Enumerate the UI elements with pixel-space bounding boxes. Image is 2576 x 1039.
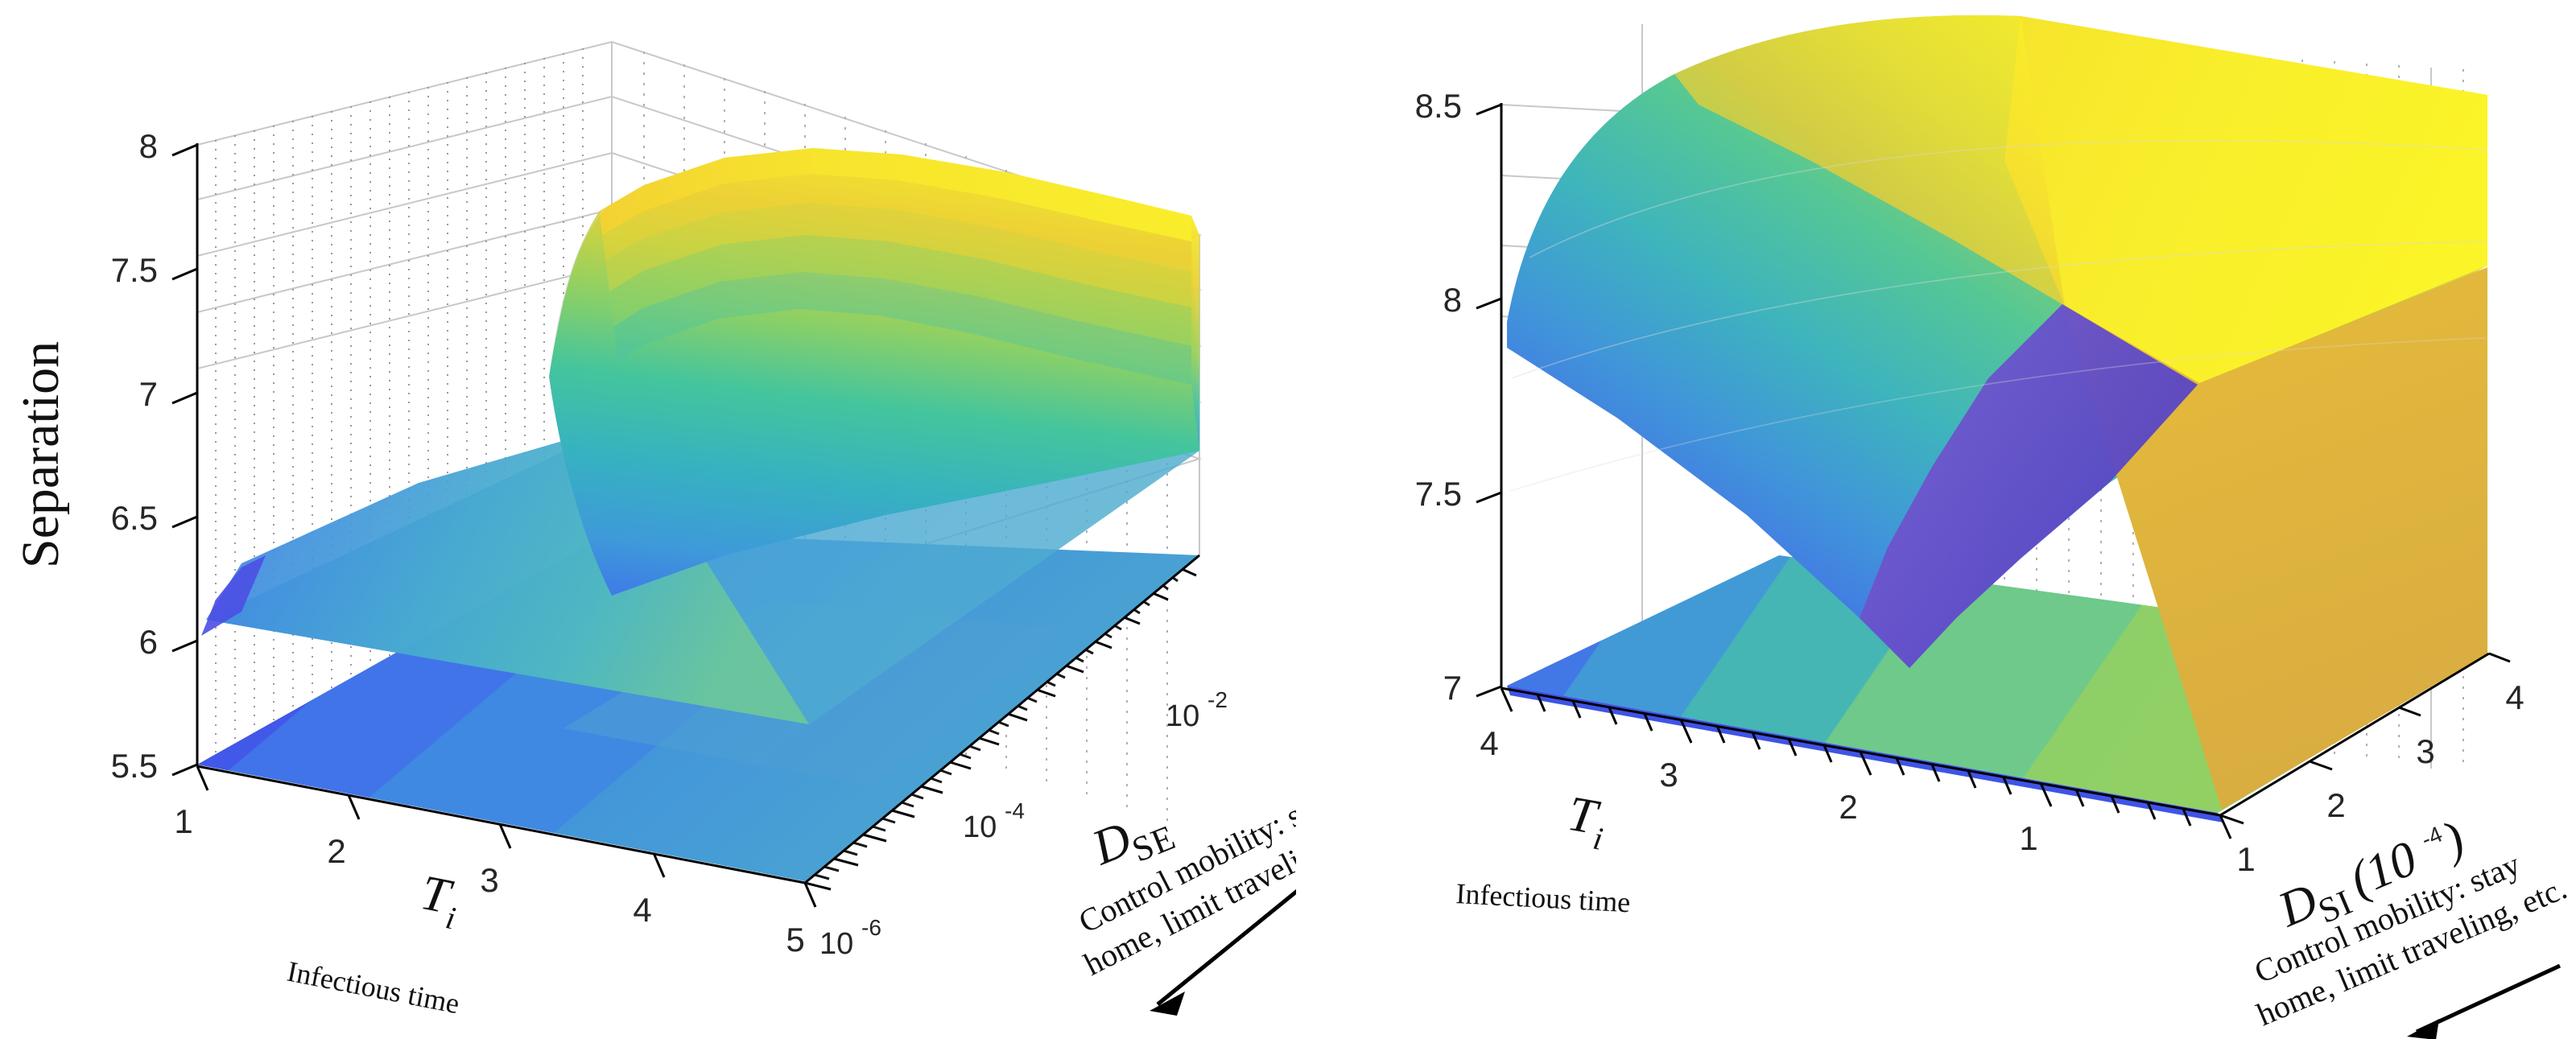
x-tick-1: 1: [174, 802, 192, 840]
left-x-tick-labels: 1 2 3 4 5: [174, 802, 804, 959]
y-tick-3: 3: [2416, 732, 2434, 770]
mobility-arrow-head: [1150, 992, 1185, 1016]
left-upper-surface: [549, 148, 1199, 596]
z-tick-6p5: 6.5: [111, 499, 158, 537]
x-tick-2: 2: [327, 832, 345, 870]
y-tick-mantissa-1: 10: [819, 927, 853, 961]
y-tick-mantissa-2: 10: [963, 810, 997, 844]
y-tick-1: 1: [2236, 840, 2255, 878]
right-x-axis-title: T i: [1564, 786, 1606, 857]
infectious-time-caption: Infectious time: [1455, 877, 1632, 918]
z-tick-8: 8: [1443, 281, 1462, 319]
z-tick-5p5: 5.5: [111, 747, 158, 785]
y-tick-10em6: 10 -6: [819, 915, 881, 961]
left-x-axis-title: T i: [416, 865, 458, 937]
y-tick-4: 4: [2505, 678, 2524, 716]
left-z-tick-labels: 8 7.5 7 6.5 6 5.5: [111, 127, 158, 785]
x-tick-4: 4: [633, 891, 651, 929]
y-tick-10em2: 10 -2: [1166, 687, 1228, 733]
right-y-tick-labels: 1 2 3 4: [2236, 678, 2524, 878]
left-y-tick-labels: 10 -6 10 -4 10 -2: [819, 687, 1228, 961]
right-x-axis-caption: Infectious time: [1455, 877, 1632, 918]
x-tick-1: 1: [2019, 819, 2037, 857]
z-tick-8: 8: [139, 127, 158, 165]
right-y-axis: [2219, 652, 2511, 825]
y-tick-exponent-3: -2: [1208, 687, 1228, 712]
right-z-axis: [1476, 103, 1503, 698]
left-z-axis-title: Separation: [11, 341, 70, 568]
right-z-tick-labels: 8.5 8 7.5 7: [1415, 87, 1462, 707]
z-tick-7: 7: [139, 375, 158, 413]
left-plateau-side-face: [1191, 216, 1199, 451]
left-plot-svg: 8 7.5 7 6.5 6 5.5 Separation 1: [11, 40, 1296, 1020]
left-x-axis: [196, 765, 817, 908]
x-tick-2: 2: [1839, 788, 1857, 826]
z-tick-7: 7: [1443, 669, 1462, 707]
right-surface-plot-panel: 8.5 8 7.5 7: [1296, 0, 2576, 1039]
z-tick-8p5: 8.5: [1415, 87, 1462, 125]
left-surface-plot-panel: 8 7.5 7 6.5 6 5.5 Separation 1: [11, 40, 1296, 1020]
z-tick-7p5: 7.5: [111, 251, 158, 289]
right-x-axis: [1500, 686, 2232, 839]
left-x-axis-caption: Infectious time: [284, 955, 462, 1020]
x-tick-5: 5: [786, 921, 804, 959]
y-tick-exponent-2: -4: [1005, 798, 1025, 823]
x-tick-3: 3: [1659, 756, 1678, 794]
right-upper-surface: [1507, 15, 2487, 810]
left-z-axis: [171, 143, 199, 777]
x-tick-4: 4: [1480, 724, 1498, 762]
infectious-time-caption: Infectious time: [284, 955, 462, 1020]
left-y-axis: [804, 554, 1200, 891]
mobility-arrow-line: [2415, 963, 2562, 1034]
y-tick-10em4: 10 -4: [963, 798, 1025, 844]
x-tick-3: 3: [480, 861, 498, 899]
left-mobility-annotation: Control mobility: stay home, limit trave…: [1073, 779, 1296, 1016]
z-tick-7p5: 7.5: [1415, 475, 1462, 513]
z-axis-label: Separation: [11, 341, 70, 568]
mobility-arrow-line: [1156, 889, 1296, 1006]
right-plot-svg: 8.5 8 7.5 7: [1415, 15, 2572, 1039]
y-tick-mantissa-3: 10: [1166, 699, 1199, 733]
y-tick-exponent-1: -6: [861, 915, 881, 940]
mobility-arrow-head: [2407, 1019, 2439, 1039]
y-tick-2: 2: [2326, 786, 2345, 824]
right-x-tick-labels: 4 3 2 1: [1480, 724, 2037, 857]
z-tick-6: 6: [139, 623, 158, 661]
